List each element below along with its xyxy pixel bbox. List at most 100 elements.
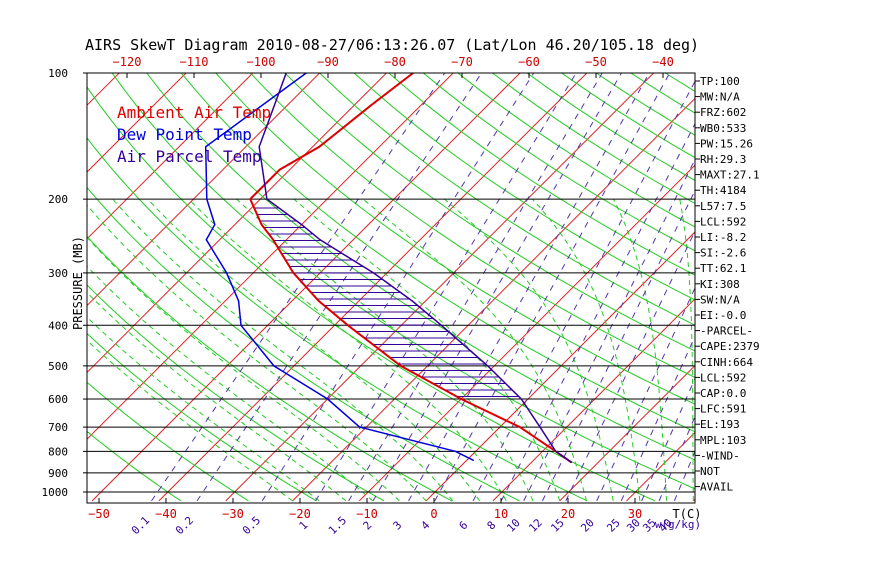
series-point — [555, 451, 556, 452]
legend: Ambient Air Temp Dew Point Temp Air Parcel… — [117, 103, 271, 166]
pressure-tick-label: 500 — [48, 360, 68, 373]
top-temp-tick-label: −70 — [451, 55, 473, 69]
y-axis-label: PRESSURE (MB) — [71, 236, 85, 330]
index-item: MAXT:27.1 — [700, 169, 760, 182]
top-temp-tick-label: −80 — [384, 55, 406, 69]
dry-adiabat-line — [665, 73, 870, 501]
mixing-ratio-tick-label: 1.5 — [326, 514, 349, 537]
index-item: TH:4184 — [700, 184, 747, 197]
series-point — [412, 300, 413, 301]
moist-adiabat-line — [189, 199, 507, 501]
pressure-tick-label: 1000 — [42, 486, 69, 499]
mixing-ratio-line — [435, 73, 670, 501]
legend-entry: Air Parcel Temp — [117, 147, 262, 166]
series-point — [521, 398, 522, 399]
series-point — [206, 199, 207, 200]
isotherm-line — [426, 64, 863, 501]
series-point — [455, 451, 456, 452]
series-point — [519, 426, 520, 427]
series-point — [369, 106, 370, 107]
dry-adiabat-line — [250, 73, 870, 501]
top-temp-tick-label: −50 — [585, 55, 607, 69]
index-item: L57:7.5 — [700, 200, 746, 213]
series-point — [206, 239, 207, 240]
bottom-temp-tick-label: 10 — [494, 507, 508, 521]
dry-adiabat-line — [8, 73, 519, 501]
series-point — [461, 398, 462, 399]
series-point — [279, 169, 280, 170]
series-point — [293, 272, 294, 273]
top-temp-tick-label: −110 — [180, 55, 209, 69]
pressure-tick-label: 300 — [48, 267, 68, 280]
series-point — [238, 300, 239, 301]
isotherm-line — [493, 64, 870, 501]
series-point — [327, 398, 328, 399]
pressure-tick-label: 200 — [48, 193, 68, 206]
top-temp-tick-label: −120 — [113, 55, 142, 69]
index-item: -PARCEL- — [700, 325, 753, 338]
isotherm-line — [293, 64, 730, 501]
index-item: CINH:664 — [700, 356, 753, 369]
series-point — [487, 365, 488, 366]
moist-adiabat-line — [0, 199, 292, 501]
series-line-air-parcel-temp — [259, 73, 571, 462]
series-point — [301, 224, 302, 225]
series-point — [240, 325, 241, 326]
series-point — [400, 365, 401, 366]
moist-adiabat-line — [294, 199, 560, 501]
series-point — [273, 239, 274, 240]
index-item: TP:100 — [700, 75, 740, 88]
isotherm-line — [0, 64, 129, 501]
dry-adiabat-line — [492, 73, 870, 501]
mixing-ratio-tick-label: 20 — [578, 516, 597, 535]
moist-adiabat-line — [55, 199, 400, 501]
dry-adiabat-line — [216, 73, 870, 501]
series-point — [226, 272, 227, 273]
dry-adiabat-line — [527, 73, 870, 501]
series-point — [319, 239, 320, 240]
series-point — [273, 365, 274, 366]
index-item: LFC:591 — [700, 403, 746, 416]
mixing-ratio-tick-label: 25 — [604, 516, 623, 535]
index-item: MPL:103 — [700, 434, 746, 447]
index-item: KI:308 — [700, 278, 740, 291]
index-item: LCL:592 — [700, 215, 746, 228]
chart-title: AIRS SkewT Diagram 2010-08-27/06:13:26.0… — [85, 36, 699, 54]
bottom-temp-tick-label: 20 — [561, 507, 575, 521]
index-item: AVAIL — [700, 481, 733, 494]
dry-adiabat-line — [354, 73, 870, 501]
mixing-ratio-tick-label: 12 — [526, 516, 545, 535]
pressure-tick-label: 800 — [48, 445, 68, 458]
moist-adiabat-line — [148, 199, 480, 501]
index-item: LI:-8.2 — [700, 231, 746, 244]
series-point — [539, 426, 540, 427]
index-item: -WIND- — [700, 449, 740, 462]
series-point — [318, 300, 319, 301]
index-item: CAP:0.0 — [700, 387, 746, 400]
pressure-tick-label: 700 — [48, 421, 68, 434]
index-item: FRZ:602 — [700, 106, 746, 119]
dry-adiabat-line — [735, 73, 870, 501]
bottom-temp-tick-label: −10 — [356, 507, 378, 521]
bottom-temp-tick-label: −30 — [222, 507, 244, 521]
mixing-ratio-unit-label: w(g/kg) — [655, 518, 701, 531]
index-item: NOT — [700, 465, 720, 478]
series-point — [473, 460, 474, 461]
bottom-temp-tick-label: −50 — [88, 507, 110, 521]
dry-adiabat-line — [458, 73, 870, 501]
top-temp-tick-label: −100 — [247, 55, 276, 69]
legend-entry: Dew Point Temp — [117, 125, 252, 144]
isotherm-line — [827, 64, 870, 501]
top-temp-tick-label: −40 — [652, 55, 674, 69]
series-point — [266, 199, 267, 200]
isotherm-line — [0, 64, 62, 501]
pressure-tick-label: 900 — [48, 467, 68, 480]
pressure-tick-label: 100 — [48, 67, 68, 80]
index-item: TT:62.1 — [700, 262, 746, 275]
index-item: CAPE:2379 — [700, 340, 760, 353]
legend-entry: Ambient Air Temp — [117, 103, 271, 122]
series-point — [261, 224, 262, 225]
index-item: SI:-2.6 — [700, 247, 746, 260]
bottom-temp-tick-label: −40 — [155, 507, 177, 521]
